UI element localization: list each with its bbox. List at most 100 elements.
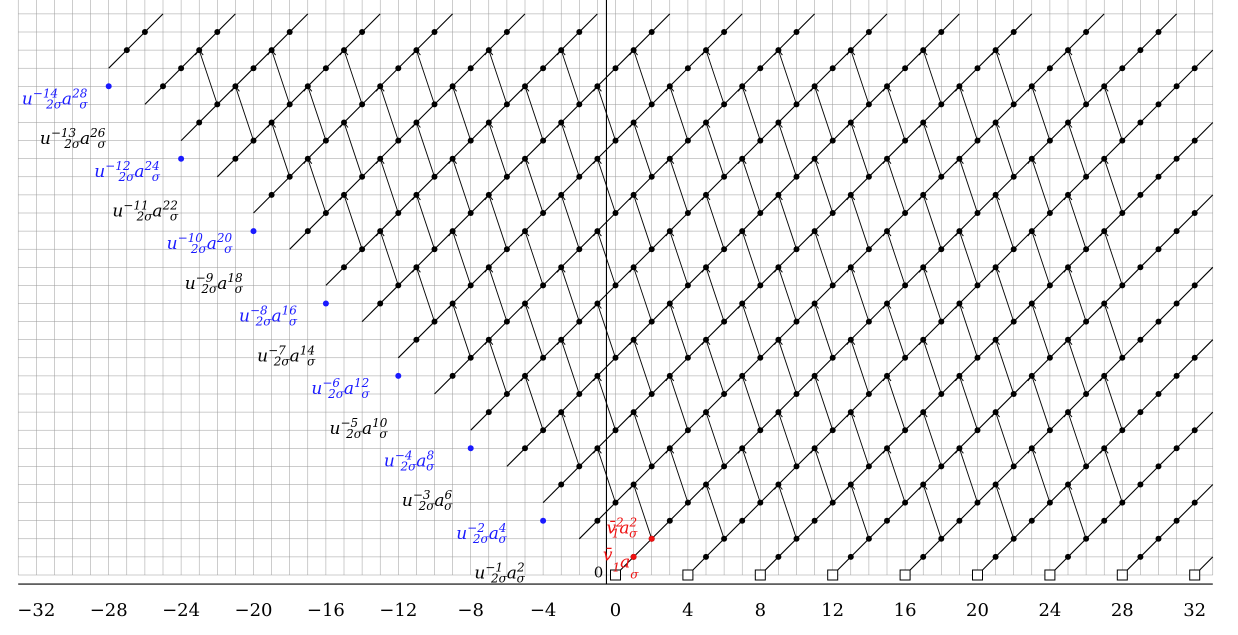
class-dot [1137,553,1144,560]
origin-label: 0 [594,564,604,582]
class-dot [739,83,746,90]
class-dot [1083,246,1090,253]
tower-line [1031,86,1051,141]
tower-line [560,267,580,322]
tower-line [1103,448,1123,503]
class-dot [721,463,728,470]
blue-class-label: u−4 2σa8 σ [384,448,435,473]
class-dot [232,83,239,90]
class-dot [721,535,728,542]
square-class [1044,569,1056,581]
class-dot [739,155,746,162]
class-dot [1191,282,1198,289]
tower-line [1031,230,1051,286]
class-dot [666,83,673,90]
class-dot [1028,300,1035,307]
class-dot [956,445,963,452]
class-dot [594,155,601,162]
class-dot [612,282,619,289]
class-dot [1065,553,1071,560]
tower-line [434,13,815,395]
class-dot [377,228,384,235]
class-dot [630,409,637,416]
tower-line [524,158,544,214]
class-dot [938,246,945,253]
class-dot [1155,318,1162,325]
tower-line [198,49,218,105]
class-dot [666,517,673,524]
x-tick-label: −32 [17,600,55,621]
class-dot [594,228,601,235]
class-dot [829,354,836,361]
tower-line [524,86,544,141]
class-dot [865,391,872,397]
class-dot [920,553,927,560]
x-tick-label: 28 [1111,600,1134,621]
class-dot [684,210,691,216]
class-dot [558,119,565,126]
tower-line [669,303,689,358]
class-dot [847,191,854,198]
tower-line [1067,122,1087,177]
blue-class-label: u−14 2σa28 σ [22,86,89,111]
class-dot [684,499,691,506]
blue-class-dot [540,517,547,524]
class-dot [359,246,366,253]
class-dot [576,463,583,470]
class-dot [576,318,583,325]
tower-line [1031,303,1051,358]
class-dot [449,155,456,162]
class-dot [902,137,909,144]
class-dot [1173,372,1180,379]
axes [18,0,1213,585]
class-dot [540,65,547,72]
tower-line [271,122,291,177]
tower-line [325,13,598,286]
class-dot [974,210,981,216]
tower-line [108,13,164,69]
class-dot [522,228,528,235]
class-dot [359,101,366,108]
class-dot [196,119,203,126]
class-dot [1101,300,1108,307]
tower-line [922,484,942,539]
class-dot [413,47,420,54]
class-dot [612,137,619,144]
tower-line [289,13,526,250]
tower-line [307,158,327,214]
class-dot [884,445,890,452]
class-dot [612,354,619,361]
class-dot [739,445,746,452]
class-dot [920,336,927,343]
class-dot [865,173,872,180]
tower-line [379,86,399,141]
class-dot [1191,499,1198,506]
tower-line [1067,194,1087,250]
class-dot [829,137,836,144]
class-dot [1173,445,1180,452]
class-dot [431,246,438,253]
class-dot [594,83,601,90]
class-dot [703,264,709,271]
class-dot [1101,83,1108,90]
tower-line [1067,267,1087,322]
class-dot [938,29,945,35]
tower-line [886,448,906,503]
class-dot [630,47,637,54]
class-dot [1010,535,1017,542]
tower-line [777,122,797,177]
tower-line [596,86,616,141]
class-dot [684,282,691,289]
class-dot [467,210,474,216]
class-dot [666,155,673,162]
class-dot [196,47,203,54]
class-dot [576,29,583,35]
class-dot [1010,463,1017,470]
class-dot [757,354,764,361]
class-dot [522,372,528,379]
class-dot [1191,427,1198,434]
class-dot [413,191,420,198]
class-dot [992,553,999,560]
class-dot [829,499,836,506]
class-dot [232,155,239,162]
